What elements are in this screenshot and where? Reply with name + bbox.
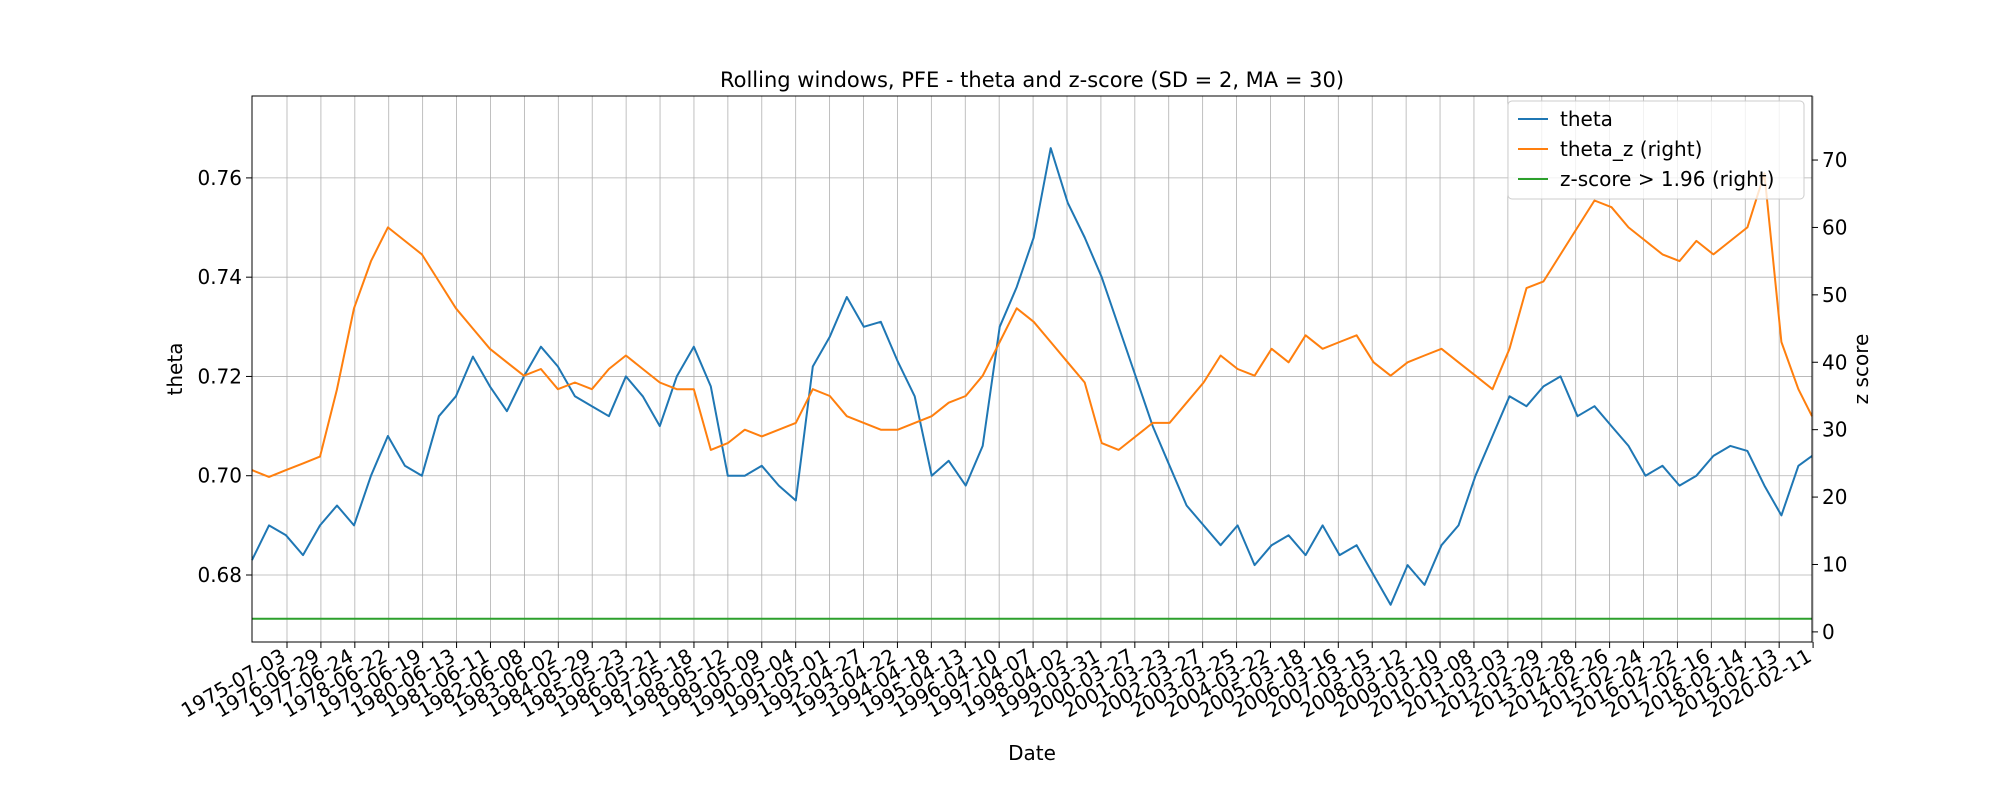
y-left-tick-label: 0.74 bbox=[197, 265, 242, 289]
chart-title: Rolling windows, PFE - theta and z-score… bbox=[720, 68, 1344, 92]
plot-frame bbox=[251, 95, 1813, 643]
y-axis-right-title: z score bbox=[1849, 334, 1873, 405]
y-left-tick-label: 0.76 bbox=[197, 166, 242, 190]
y-right-tick-label: 70 bbox=[1822, 148, 1847, 172]
y-right-tick-label: 30 bbox=[1822, 418, 1847, 442]
legend-label: theta_z (right) bbox=[1560, 137, 1702, 161]
series-layer bbox=[251, 147, 1813, 620]
y-left-tick-label: 0.68 bbox=[197, 563, 242, 587]
y-right-tick-label: 40 bbox=[1822, 350, 1847, 374]
y-right-tick-label: 20 bbox=[1822, 485, 1847, 509]
tick-layer: 1975-07-031976-06-291977-06-241978-06-22… bbox=[177, 148, 1848, 722]
x-axis-title: Date bbox=[1008, 741, 1056, 765]
y-right-tick-label: 0 bbox=[1822, 620, 1835, 644]
legend-label: z-score > 1.96 (right) bbox=[1560, 167, 1774, 191]
series-line-1 bbox=[251, 172, 1813, 478]
y-right-tick-label: 60 bbox=[1822, 215, 1847, 239]
y-right-tick-label: 10 bbox=[1822, 552, 1847, 576]
y-axis-left-title: theta bbox=[163, 343, 187, 396]
y-left-tick-label: 0.72 bbox=[197, 364, 242, 388]
legend-box bbox=[1507, 100, 1805, 200]
legend: theta theta_z (right) z-score > 1.96 (righ… bbox=[1507, 100, 1805, 200]
y-left-tick-label: 0.70 bbox=[197, 464, 242, 488]
series-line-0 bbox=[251, 147, 1813, 606]
y-right-tick-label: 50 bbox=[1822, 283, 1847, 307]
legend-label: theta bbox=[1560, 107, 1613, 131]
